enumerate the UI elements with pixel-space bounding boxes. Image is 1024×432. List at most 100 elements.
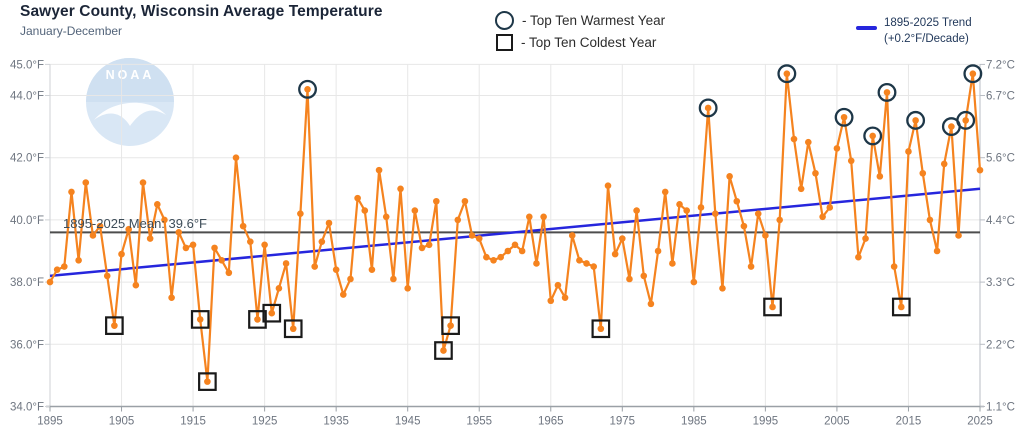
data-point-2014[interactable]: [898, 303, 905, 311]
data-point-1939[interactable]: [361, 207, 369, 214]
data-point-1936[interactable]: [340, 291, 347, 298]
data-point-2001[interactable]: [805, 138, 812, 146]
data-point-1990[interactable]: [726, 173, 733, 180]
data-point-2004[interactable]: [826, 204, 834, 211]
data-point-1965[interactable]: [547, 297, 555, 305]
data-point-1941[interactable]: [375, 166, 383, 174]
data-point-1921[interactable]: [232, 154, 240, 161]
data-point-1952[interactable]: [454, 216, 462, 224]
data-point-1957[interactable]: [490, 257, 497, 264]
data-point-1978[interactable]: [640, 272, 648, 280]
data-point-1946[interactable]: [411, 207, 419, 214]
data-point-1982[interactable]: [669, 260, 676, 267]
data-point-1996[interactable]: [769, 303, 776, 311]
data-point-2021[interactable]: [948, 123, 955, 130]
data-point-1928[interactable]: [282, 260, 290, 267]
data-point-1937[interactable]: [347, 275, 354, 283]
data-point-1970[interactable]: [583, 260, 590, 267]
data-point-1927[interactable]: [275, 285, 283, 292]
data-point-1988[interactable]: [712, 210, 719, 217]
data-point-1967[interactable]: [561, 294, 569, 301]
data-point-1989[interactable]: [719, 285, 726, 292]
data-point-1947[interactable]: [418, 244, 426, 252]
data-point-2019[interactable]: [933, 247, 941, 255]
data-point-1925[interactable]: [261, 241, 268, 249]
data-point-1914[interactable]: [182, 244, 190, 252]
data-point-1985[interactable]: [690, 278, 698, 286]
data-point-1900[interactable]: [82, 179, 90, 186]
data-point-1897[interactable]: [61, 263, 68, 270]
data-point-1977[interactable]: [633, 207, 640, 214]
data-point-1972[interactable]: [597, 325, 605, 333]
data-point-2007[interactable]: [847, 157, 855, 165]
data-point-1935[interactable]: [332, 266, 340, 273]
data-point-1916[interactable]: [196, 316, 204, 323]
data-point-2025[interactable]: [976, 166, 984, 174]
data-point-1915[interactable]: [189, 241, 197, 249]
data-point-2005[interactable]: [833, 145, 841, 152]
data-point-1955[interactable]: [475, 235, 483, 242]
data-point-1933[interactable]: [318, 238, 326, 245]
data-point-1980[interactable]: [654, 247, 662, 255]
data-point-1902[interactable]: [96, 222, 104, 230]
data-point-1909[interactable]: [146, 235, 154, 242]
data-point-1973[interactable]: [604, 182, 612, 189]
data-point-1999[interactable]: [790, 135, 798, 143]
data-point-1998[interactable]: [783, 70, 791, 78]
data-point-1926[interactable]: [268, 309, 276, 317]
data-point-1908[interactable]: [139, 179, 147, 186]
data-point-1920[interactable]: [225, 269, 233, 277]
data-point-1901[interactable]: [89, 232, 97, 239]
data-point-1923[interactable]: [247, 238, 254, 245]
data-point-2000[interactable]: [797, 185, 805, 193]
data-point-1945[interactable]: [404, 285, 411, 292]
data-point-2022[interactable]: [955, 232, 962, 239]
data-point-1910[interactable]: [154, 201, 161, 208]
data-point-2015[interactable]: [905, 148, 912, 155]
data-point-1944[interactable]: [397, 185, 404, 193]
data-point-1975[interactable]: [619, 235, 626, 242]
data-point-2017[interactable]: [919, 169, 927, 177]
data-point-1981[interactable]: [661, 188, 669, 196]
data-point-1896[interactable]: [53, 266, 61, 273]
data-point-2012[interactable]: [883, 89, 891, 96]
data-point-2009[interactable]: [862, 235, 869, 242]
data-point-1987[interactable]: [704, 104, 712, 112]
data-point-1966[interactable]: [554, 281, 562, 289]
data-point-2016[interactable]: [912, 117, 919, 124]
data-point-2023[interactable]: [962, 117, 969, 124]
data-point-1983[interactable]: [676, 201, 683, 208]
data-point-1986[interactable]: [697, 204, 705, 211]
data-point-1969[interactable]: [576, 257, 583, 264]
data-point-1979[interactable]: [647, 300, 655, 308]
data-point-1993[interactable]: [747, 263, 755, 270]
data-point-1899[interactable]: [75, 257, 82, 264]
data-point-1963[interactable]: [533, 260, 540, 267]
data-point-1958[interactable]: [497, 253, 504, 261]
data-point-1950[interactable]: [440, 347, 447, 354]
data-point-1995[interactable]: [762, 232, 769, 239]
data-point-1976[interactable]: [626, 275, 633, 283]
data-point-1962[interactable]: [526, 213, 533, 221]
data-point-1929[interactable]: [289, 325, 297, 333]
data-point-1922[interactable]: [239, 222, 247, 230]
data-point-1931[interactable]: [304, 85, 311, 93]
data-point-1974[interactable]: [611, 250, 619, 258]
data-point-1956[interactable]: [483, 253, 490, 261]
data-point-2003[interactable]: [819, 213, 826, 221]
data-point-1913[interactable]: [175, 229, 183, 236]
data-point-1953[interactable]: [461, 197, 469, 205]
data-point-1918[interactable]: [211, 244, 218, 252]
data-point-2020[interactable]: [940, 160, 948, 168]
data-point-1905[interactable]: [118, 250, 125, 258]
data-point-1964[interactable]: [540, 213, 547, 221]
data-point-1917[interactable]: [204, 378, 211, 385]
data-point-2010[interactable]: [869, 132, 876, 140]
data-point-1904[interactable]: [111, 322, 118, 329]
data-point-1898[interactable]: [68, 188, 75, 196]
data-point-2011[interactable]: [876, 173, 884, 180]
data-point-1961[interactable]: [518, 247, 526, 255]
data-point-1994[interactable]: [754, 210, 762, 217]
data-point-2024[interactable]: [969, 70, 977, 78]
data-point-1971[interactable]: [590, 263, 597, 270]
